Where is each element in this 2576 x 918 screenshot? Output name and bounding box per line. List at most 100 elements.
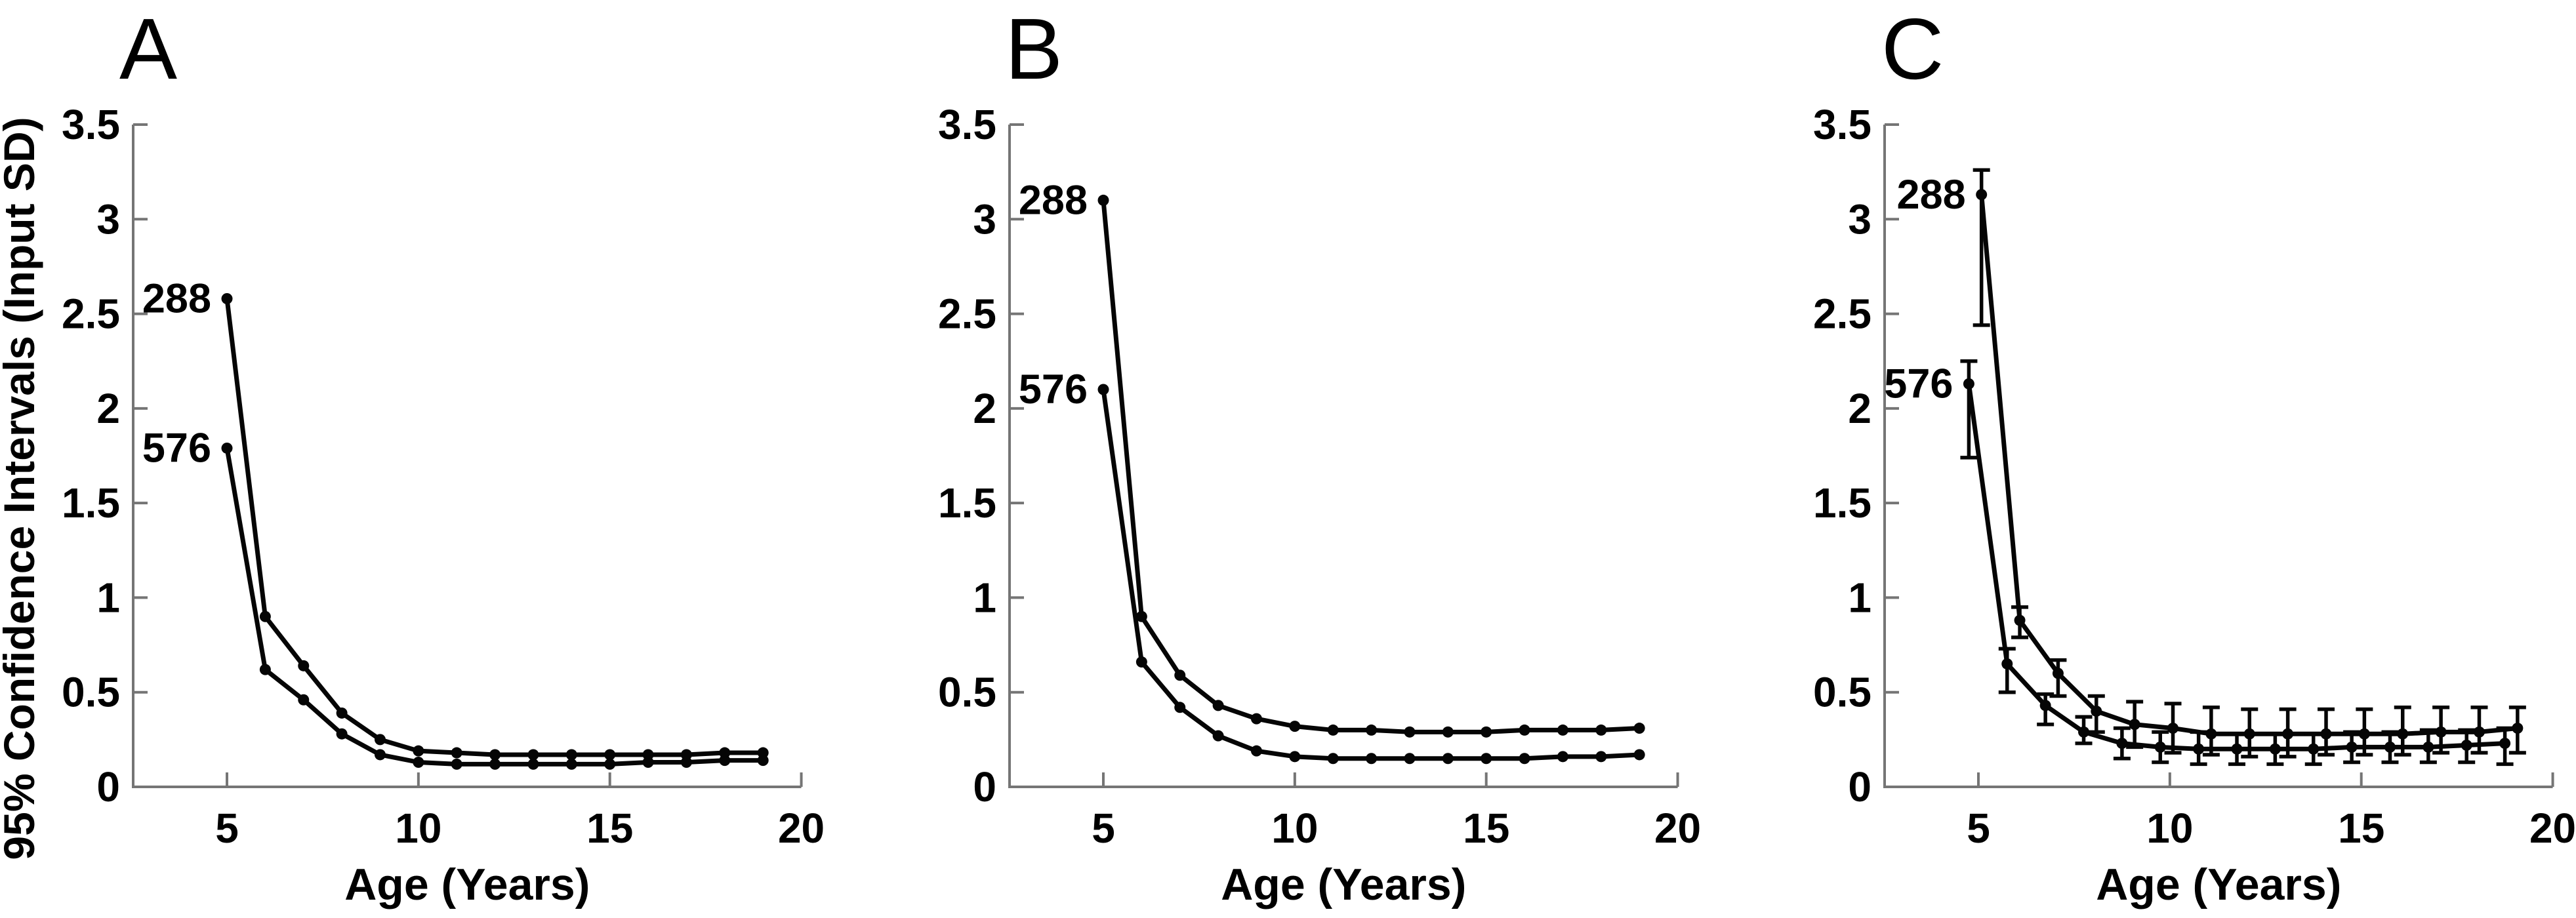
y-tick-label: 3.5 — [938, 101, 996, 148]
y-tick-label: 3 — [1848, 195, 1871, 243]
x-axis-label: Age (Years) — [1221, 860, 1466, 909]
data-point-marker — [298, 694, 310, 706]
y-tick-label: 2 — [96, 385, 120, 432]
y-tick-label: 3 — [973, 195, 996, 243]
data-point-marker — [2091, 706, 2102, 717]
data-point-marker — [374, 749, 386, 761]
data-point-marker — [1174, 702, 1186, 713]
y-tick-label: 2.5 — [1813, 290, 1871, 338]
data-point-marker — [2116, 738, 2128, 749]
data-point-marker — [680, 756, 692, 768]
error-bar — [1960, 359, 1978, 460]
series-288-label: 288 — [1019, 177, 1088, 223]
data-point-marker — [2346, 741, 2358, 753]
data-point-marker — [1327, 753, 1339, 765]
data-point-marker — [489, 749, 501, 761]
data-point-marker — [2499, 738, 2511, 749]
series-288: 288 — [1019, 177, 1645, 738]
data-point-marker — [2308, 743, 2320, 755]
x-tick-label: 5 — [215, 805, 239, 852]
data-point-marker — [2193, 743, 2205, 755]
x-axis-label: Age (Years) — [2096, 860, 2341, 909]
data-point-marker — [2282, 728, 2294, 740]
panel-B-letter: B — [1005, 1, 1063, 97]
data-point-marker — [1519, 753, 1530, 765]
data-point-marker — [719, 755, 731, 767]
series-288-label: 288 — [1897, 172, 1966, 218]
data-point-marker — [1404, 753, 1416, 765]
y-tick-label: 0.5 — [938, 669, 996, 716]
y-tick-label: 3.5 — [62, 101, 120, 148]
data-point-marker — [527, 749, 539, 761]
panel-C-chart: C 0 0.5 1 1.5 2 2.5 3 3.5 5 10 15 20 Age (Years) 288 57… — [1813, 1, 2576, 909]
data-point-marker — [2167, 723, 2179, 734]
series-288-line — [1101, 200, 1640, 734]
y-tick-label: 3.5 — [1813, 101, 1871, 148]
data-point-marker — [1976, 189, 1988, 201]
data-point-marker — [336, 707, 348, 719]
panel-C: C 0 0.5 1 1.5 2 2.5 3 3.5 5 10 15 20 Age (Years) 288 57… — [1717, 0, 2576, 918]
y-tick-label: 1.5 — [938, 479, 996, 527]
data-point-marker — [1519, 724, 1530, 736]
data-point-marker — [336, 728, 348, 740]
data-point-marker — [1212, 730, 1224, 742]
series-576-line — [1101, 389, 1640, 761]
data-point-marker — [374, 734, 386, 746]
series-288-line — [1979, 194, 2518, 736]
y-tick-label: 0.5 — [62, 669, 120, 716]
data-point-marker — [413, 745, 424, 757]
data-point-marker — [2358, 728, 2370, 740]
y-tick-label: 0 — [1848, 763, 1871, 810]
data-point-marker — [298, 660, 310, 671]
data-point-marker — [2231, 743, 2243, 755]
data-point-marker — [1481, 753, 1492, 765]
y-tick-label: 1.5 — [1813, 479, 1871, 527]
data-point-marker — [1557, 724, 1568, 736]
x-axis-label: Age (Years) — [344, 860, 590, 909]
data-point-marker — [2014, 614, 2026, 626]
data-point-marker — [2384, 741, 2396, 753]
data-point-marker — [1481, 726, 1492, 738]
data-point-marker — [2512, 723, 2524, 734]
data-point-marker — [604, 749, 616, 761]
x-tick-label: 10 — [395, 805, 441, 852]
data-point-marker — [1250, 745, 1262, 757]
data-point-marker — [221, 292, 233, 304]
y-tick-label: 1.5 — [62, 479, 120, 527]
data-point-marker — [451, 758, 462, 770]
data-point-marker — [2243, 728, 2255, 740]
y-tick-label: 0 — [96, 763, 120, 810]
data-point-marker — [1963, 378, 1974, 389]
data-point-marker — [1135, 656, 1147, 668]
data-point-marker — [2039, 700, 2051, 711]
x-tick-label: 5 — [1967, 805, 1990, 852]
series-576-line — [224, 447, 764, 767]
data-point-marker — [757, 755, 769, 767]
panel-C-letter: C — [1881, 1, 1944, 97]
x-tick-label: 15 — [2338, 805, 2384, 852]
data-point-marker — [2269, 743, 2281, 755]
y-tick-label: 0 — [973, 763, 996, 810]
series-288-line — [224, 298, 764, 757]
data-point-marker — [1250, 713, 1262, 725]
data-point-marker — [1135, 610, 1147, 622]
panel-B-chart: B 0 0.5 1 1.5 2 2.5 3 3.5 5 10 15 20 Age (Years) 288 57… — [938, 1, 1701, 909]
data-point-marker — [259, 610, 271, 622]
panel-A-letter: A — [119, 1, 177, 97]
series-288: 288 — [1897, 168, 2526, 759]
data-point-marker — [1442, 753, 1454, 765]
data-point-marker — [2320, 728, 2332, 740]
y-tick-label: 1 — [96, 574, 120, 621]
data-point-marker — [565, 749, 577, 761]
data-point-marker — [451, 747, 462, 759]
series-288: 288 — [142, 275, 769, 761]
series-576: 576 — [142, 425, 769, 770]
data-point-marker — [1557, 751, 1568, 763]
data-point-marker — [1097, 194, 1109, 206]
data-point-marker — [1595, 724, 1607, 736]
data-point-marker — [489, 758, 501, 770]
y-tick-label: 3 — [96, 195, 120, 243]
data-point-marker — [2129, 719, 2140, 730]
data-point-marker — [1404, 726, 1416, 738]
x-tick-label: 20 — [2529, 805, 2576, 852]
